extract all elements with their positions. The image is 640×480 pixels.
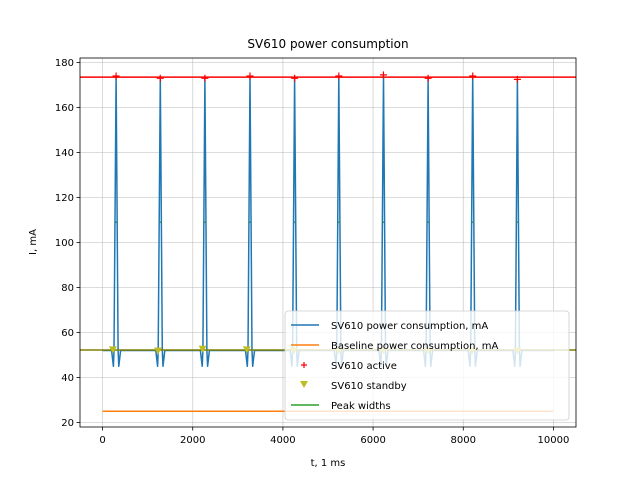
y-tick-label: 100: [55, 238, 74, 249]
x-tick-label: 0: [99, 435, 105, 446]
legend-label-active: SV610 active: [331, 361, 397, 372]
x-tick-label: 2000: [180, 435, 205, 446]
legend-entry-active: SV610 active: [301, 361, 397, 372]
legend-swatch-standby: [300, 381, 308, 388]
standby-marker: [242, 346, 251, 354]
legend-entry-standby: SV610 standby: [300, 381, 407, 392]
y-tick-label: 20: [61, 418, 74, 429]
legend-label-consumption: SV610 power consumption, mA: [331, 321, 488, 332]
active-marker: [156, 74, 164, 82]
active-marker: [335, 72, 343, 80]
y-tick-label: 120: [55, 193, 74, 204]
y-axis-label: I, mA: [28, 229, 39, 255]
standby-marker: [154, 347, 163, 355]
x-tick-label: 4000: [270, 435, 295, 446]
x-tick-label: 6000: [360, 435, 385, 446]
legend-box: [284, 310, 570, 421]
ticks: 0 2000 4000 6000 8000 10000 20 40 60 80 100 120 140 1…: [55, 58, 569, 446]
legend-label-widths: Peak widths: [331, 401, 391, 412]
y-tick-label: 160: [55, 103, 74, 114]
legend-entry-widths: Peak widths: [291, 401, 391, 412]
legend-label-standby: SV610 standby: [331, 381, 407, 392]
x-tick-label: 10000: [538, 435, 570, 446]
active-marker: [513, 75, 521, 83]
active-marker: [379, 71, 387, 79]
chart-title: SV610 power consumption: [247, 37, 408, 51]
legend-label-baseline: Baseline power consumption, mA: [331, 341, 499, 352]
x-axis-label: t, 1 ms: [311, 458, 346, 469]
active-marker: [469, 72, 477, 80]
y-tick-label: 140: [55, 148, 74, 159]
legend-swatch-active: [301, 362, 307, 368]
y-tick-label: 60: [61, 328, 74, 339]
standby-marker: [108, 346, 117, 354]
x-tick-label: 8000: [451, 435, 476, 446]
y-tick-label: 180: [55, 58, 74, 69]
legend-entry-baseline: Baseline power consumption, mA: [291, 341, 499, 352]
legend-entry-consumption: SV610 power consumption, mA: [291, 321, 488, 332]
active-marker: [112, 72, 120, 80]
active-marker: [424, 74, 432, 82]
standby-marker: [198, 345, 207, 353]
legend: SV610 power consumption, mA Baseline pow…: [284, 310, 570, 421]
y-tick-label: 40: [61, 373, 74, 384]
active-marker: [291, 74, 299, 82]
active-marker: [246, 72, 254, 80]
active-marker: [201, 74, 209, 82]
y-tick-label: 80: [61, 283, 74, 294]
